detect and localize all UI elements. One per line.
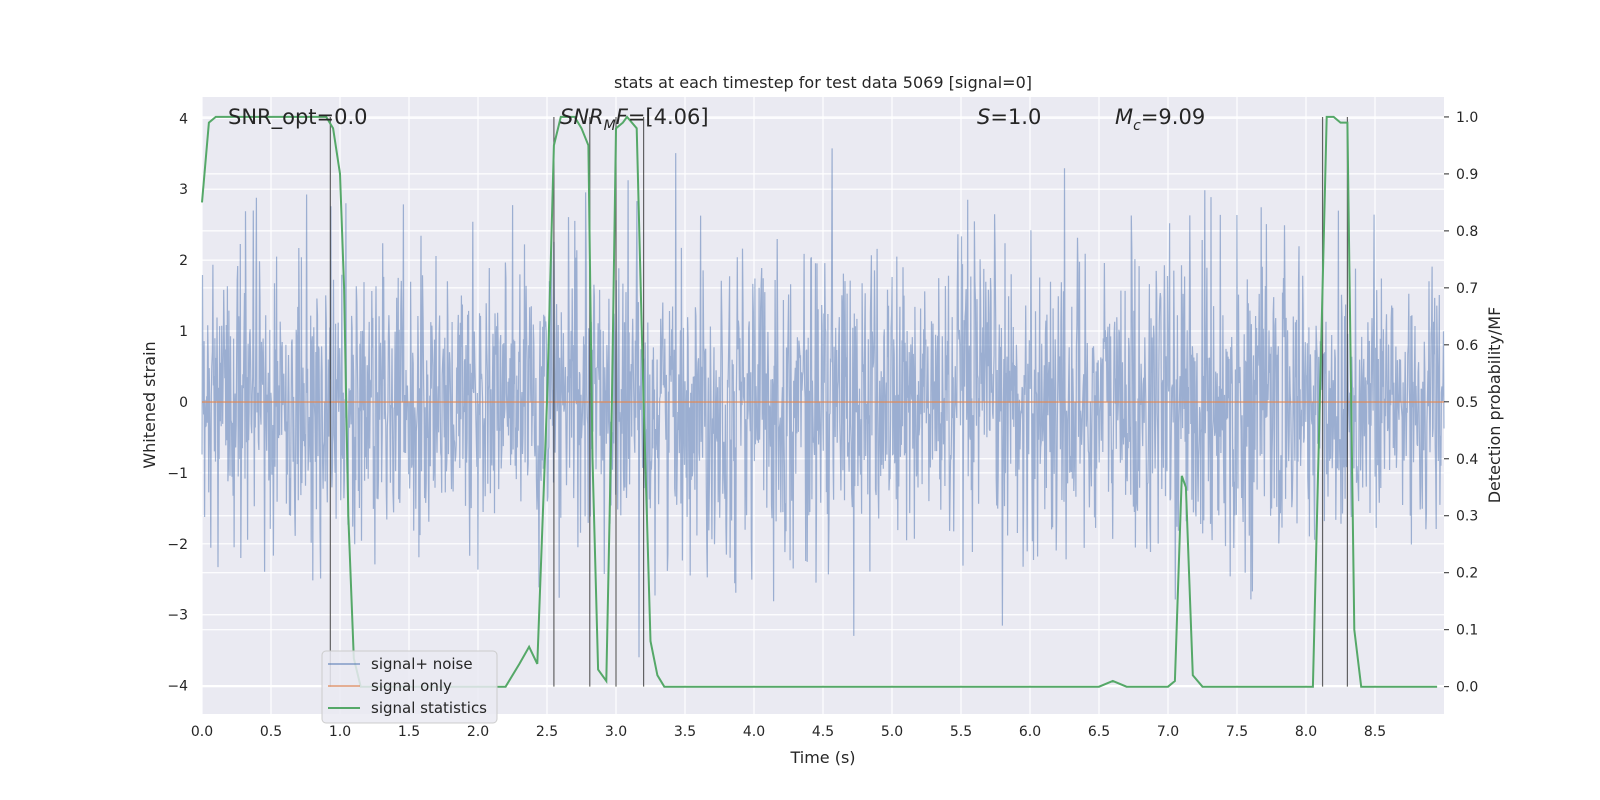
x-tick-label: 0.0 — [191, 724, 213, 740]
y2-tick-label: 0.0 — [1456, 680, 1478, 696]
y-tick-label: 3 — [179, 182, 188, 198]
x-tick-label: 1.5 — [398, 724, 420, 740]
x-tick-label: 4.0 — [743, 724, 765, 740]
x-tick-label: 5.5 — [950, 724, 972, 740]
y2-axis-label: Detection probability/MF — [1485, 307, 1504, 504]
annotation-s: S=1.0 — [977, 105, 1041, 129]
legend-label-signal-only: signal only — [371, 677, 452, 695]
y2-tick-label: 1.0 — [1456, 110, 1478, 126]
y-tick-label: −4 — [167, 679, 188, 695]
statistics-line — [201, 115, 1438, 688]
y2-tick-label: 0.3 — [1456, 509, 1478, 525]
series-signal-noise — [201, 148, 1445, 658]
x-tick-label: 2.0 — [467, 724, 489, 740]
x-tick-label: 0.5 — [260, 724, 282, 740]
legend-label-signal-noise: signal+ noise — [371, 655, 473, 673]
y2-tick-label: 0.9 — [1456, 167, 1478, 183]
y2-tick-label: 0.6 — [1456, 338, 1478, 354]
series-signal-statistics — [201, 115, 1438, 688]
x-tick-label: 7.0 — [1157, 724, 1179, 740]
y2-tick-label: 0.5 — [1456, 395, 1478, 411]
annotation-snr-opt: SNR_opt=0.0 — [228, 105, 368, 130]
x-tick-label: 8.0 — [1295, 724, 1317, 740]
y-tick-label: −1 — [167, 466, 188, 482]
chart-title: stats at each timestep for test data 506… — [614, 73, 1032, 92]
y-tick-label: 0 — [179, 395, 188, 411]
y2-axis-ticks: 1.0 0.9 0.8 0.7 0.6 0.5 0.4 0.3 0.2 0.1 0.0 — [1444, 110, 1478, 696]
y-axis-ticks: 4 3 2 1 0 −1 −2 −3 −4 — [167, 111, 188, 694]
legend-label-signal-statistics: signal statistics — [371, 699, 487, 717]
y2-tick-label: 0.8 — [1456, 224, 1478, 240]
annotation-mc: Mc=9.09 — [1115, 105, 1205, 134]
x-tick-label: 6.0 — [1019, 724, 1041, 740]
x-tick-label: 7.5 — [1226, 724, 1248, 740]
y-tick-label: −3 — [167, 608, 188, 624]
x-tick-label: 1.0 — [329, 724, 351, 740]
legend-box — [321, 650, 498, 724]
y-tick-label: 4 — [179, 111, 188, 127]
legend: signal+ noise signal only signal statist… — [321, 650, 498, 724]
annotation-snr-mf: SNRMF=[4.06] — [560, 105, 709, 134]
y2-tick-label: 0.1 — [1456, 623, 1478, 639]
x-tick-label: 5.0 — [881, 724, 903, 740]
y-tick-label: 1 — [179, 324, 188, 340]
x-tick-label: 3.0 — [605, 724, 627, 740]
x-tick-label: 6.5 — [1088, 724, 1110, 740]
x-tick-label: 3.5 — [674, 724, 696, 740]
x-axis-ticks: 0.0 0.5 1.0 1.5 2.0 2.5 3.0 3.5 4.0 4.5 5.0 5.5 6.0 6… — [191, 724, 1386, 740]
y2-tick-label: 0.4 — [1456, 452, 1478, 468]
y-axis-label: Whitened strain — [140, 341, 159, 468]
y2-tick-label: 0.7 — [1456, 281, 1478, 297]
x-axis-label: Time (s) — [789, 748, 855, 767]
x-tick-label: 4.5 — [812, 724, 834, 740]
y2-tick-label: 0.2 — [1456, 566, 1478, 582]
x-tick-label: 8.5 — [1364, 724, 1386, 740]
x-tick-label: 2.5 — [536, 724, 558, 740]
y-tick-label: −2 — [167, 537, 188, 553]
y-tick-label: 2 — [179, 253, 188, 269]
noise-trace — [201, 148, 1445, 658]
